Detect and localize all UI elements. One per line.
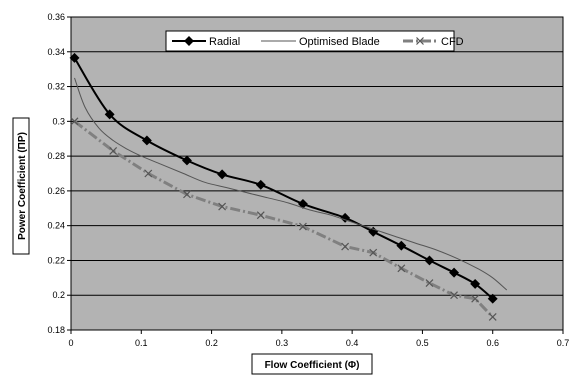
x-tick-label: 0.4 — [346, 338, 359, 348]
x-tick-label: 0.6 — [486, 338, 499, 348]
data-point-cfd — [218, 202, 227, 211]
data-point-cfd — [397, 264, 406, 273]
data-point-radial — [368, 226, 379, 237]
data-point-cfd — [425, 279, 434, 287]
series-layer — [69, 52, 508, 321]
legend-optimised-label: Optimised Blade — [299, 36, 380, 48]
data-point-cfd — [109, 146, 118, 155]
axes-layer: 0.18 0.2 0.22 0.24 0.26 0.28 0.3 0.32 0.34 0.36 0 0… — [47, 12, 569, 348]
data-point-cfd — [488, 313, 497, 321]
x-axis-title-box — [251, 353, 373, 375]
y-axis-title: Power Coefficient (ΠP) — [17, 132, 28, 240]
x-tick-label: 0.5 — [416, 338, 429, 348]
data-point-radial — [255, 179, 266, 190]
y-tick-label: 0.36 — [47, 12, 65, 22]
y-tick-label: 0.34 — [47, 47, 65, 57]
y-tick-label: 0.32 — [47, 82, 65, 92]
data-point-radial — [449, 267, 460, 278]
legend: Radial Optimised Blade CFD — [165, 30, 464, 52]
data-point-radial — [182, 155, 192, 166]
x-tick-label: 0.2 — [205, 338, 218, 348]
legend-cfd-marker — [416, 37, 424, 45]
y-axis-title-box — [12, 117, 30, 255]
data-point-cfd — [144, 169, 153, 178]
data-point-radial — [217, 169, 228, 180]
data-point-cfd — [341, 242, 350, 251]
data-point-cfd — [299, 222, 307, 231]
data-point-radial — [141, 135, 152, 146]
x-tick-label: 0.3 — [276, 338, 289, 348]
y-tick-label: 0.22 — [47, 255, 65, 265]
y-tick-label: 0.3 — [52, 116, 65, 126]
legend-radial-marker — [184, 36, 194, 46]
x-axis-title-group: Flow Coefficient (Φ) — [251, 353, 373, 375]
data-point-cfd — [471, 294, 480, 303]
y-tick-label: 0.26 — [47, 186, 65, 196]
y-tick-label: 0.18 — [47, 325, 65, 335]
series-line-optimised-blade — [74, 77, 508, 291]
data-point-cfd — [369, 248, 378, 257]
data-point-radial — [424, 255, 435, 266]
series-line-cfd — [73, 120, 494, 319]
data-point-radial — [487, 293, 498, 304]
grid-lines — [71, 51, 563, 296]
data-point-radial — [69, 52, 80, 63]
data-point-radial — [396, 240, 407, 251]
data-point-cfd — [450, 291, 458, 300]
x-tick-label: 0 — [68, 338, 73, 348]
data-point-radial — [470, 278, 481, 289]
x-tick-label: 0.1 — [135, 338, 148, 348]
y-axis-title-group: Power Coefficient (ΠP) — [12, 117, 30, 255]
data-point-cfd — [70, 117, 79, 126]
plot-area — [70, 16, 564, 331]
data-point-radial — [104, 109, 115, 120]
x-axis-title: Flow Coefficient (Φ) — [265, 360, 360, 371]
y-tick-label: 0.24 — [47, 221, 65, 231]
y-tick-label: 0.2 — [52, 290, 65, 300]
legend-radial-label: Radial — [209, 36, 240, 48]
y-tick-label: 0.28 — [47, 151, 65, 161]
data-point-cfd — [256, 211, 265, 220]
legend-box — [165, 30, 455, 52]
legend-cfd-label: CFD — [441, 36, 464, 48]
data-point-cfd — [183, 190, 191, 199]
x-tick-label: 0.7 — [557, 338, 570, 348]
